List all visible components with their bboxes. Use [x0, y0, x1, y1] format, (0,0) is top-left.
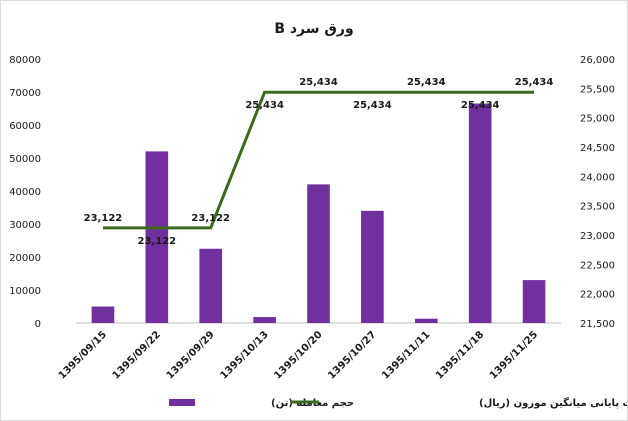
volume-bar: [468, 103, 492, 323]
price-data-label: 25,434: [515, 77, 554, 88]
y-left-tick-label: 20000: [9, 253, 41, 264]
y-right-tick-label: 23,000: [580, 231, 615, 242]
y-right-tick-label: 24,000: [580, 172, 615, 183]
price-data-label: 23,122: [138, 236, 177, 247]
x-tick-label: 1395/09/22: [111, 329, 163, 381]
volume-bar: [199, 248, 223, 323]
price-data-label: 23,122: [191, 213, 230, 224]
volume-bar: [361, 210, 384, 323]
data-labels-layer: 23,122 23,122 23,122 25,434 25,434 25,434 25,4…: [84, 77, 554, 247]
y-right-tick-label: 24,500: [580, 143, 615, 154]
x-tick-label: 1395/10/13: [218, 329, 270, 381]
price-data-label: 25,434: [407, 77, 446, 88]
y-right-tick-label: 25,500: [580, 84, 615, 95]
volume-bar: [253, 317, 276, 323]
volume-bar: [522, 280, 546, 323]
price-line: [102, 90, 535, 230]
y-left-tick-label: 80000: [9, 55, 41, 66]
volume-bar: [145, 151, 169, 323]
price-data-label: 23,122: [84, 213, 123, 224]
legend: حجم معامله (تن) قیمت پایانی میانگین موزو…: [169, 396, 627, 409]
y-left-tick-label: 30000: [9, 220, 41, 231]
price-data-label: 25,434: [461, 100, 500, 111]
y-right-tick-label: 26,000: [580, 55, 615, 66]
bars-layer: [91, 103, 546, 323]
x-tick-label: 1395/09/29: [165, 329, 217, 381]
y-left-tick-label: 10000: [9, 286, 41, 297]
y-right-tick-label: 25,000: [580, 114, 615, 125]
chart-title: ورق سرد B: [274, 21, 353, 37]
price-data-label: 25,434: [353, 100, 392, 111]
y-left-tick-label: 40000: [9, 187, 41, 198]
y-left-tick-label: 70000: [9, 88, 41, 99]
x-tick-label: 1395/11/18: [434, 329, 486, 381]
y-right-tick-label: 22,000: [580, 290, 615, 301]
x-tick-label: 1395/10/27: [326, 329, 378, 381]
x-tick-label: 1395/11/25: [488, 329, 540, 381]
y-right-tick-label: 23,500: [580, 202, 615, 213]
x-tick-label: 1395/11/11: [380, 329, 432, 381]
y-right-tick-label: 21,500: [580, 319, 615, 330]
legend-swatch-volume: [169, 399, 195, 406]
y-left-tick-label: 60000: [9, 121, 41, 132]
volume-bar: [307, 184, 330, 323]
y-left-tick-label: 0: [35, 319, 41, 330]
price-data-label: 25,434: [299, 77, 338, 88]
legend-label-price: قیمت پایانی میانگین موزون (ریال): [479, 396, 627, 409]
volume-bar: [414, 318, 438, 323]
x-tick-label: 1395/09/15: [57, 329, 109, 381]
y-right-tick-label: 22,500: [580, 260, 615, 271]
y-left-tick-label: 50000: [9, 154, 41, 165]
line-layer: [102, 90, 535, 230]
price-data-label: 25,434: [245, 100, 284, 111]
volume-bar: [91, 306, 115, 323]
x-tick-label: 1395/10/20: [272, 329, 324, 381]
